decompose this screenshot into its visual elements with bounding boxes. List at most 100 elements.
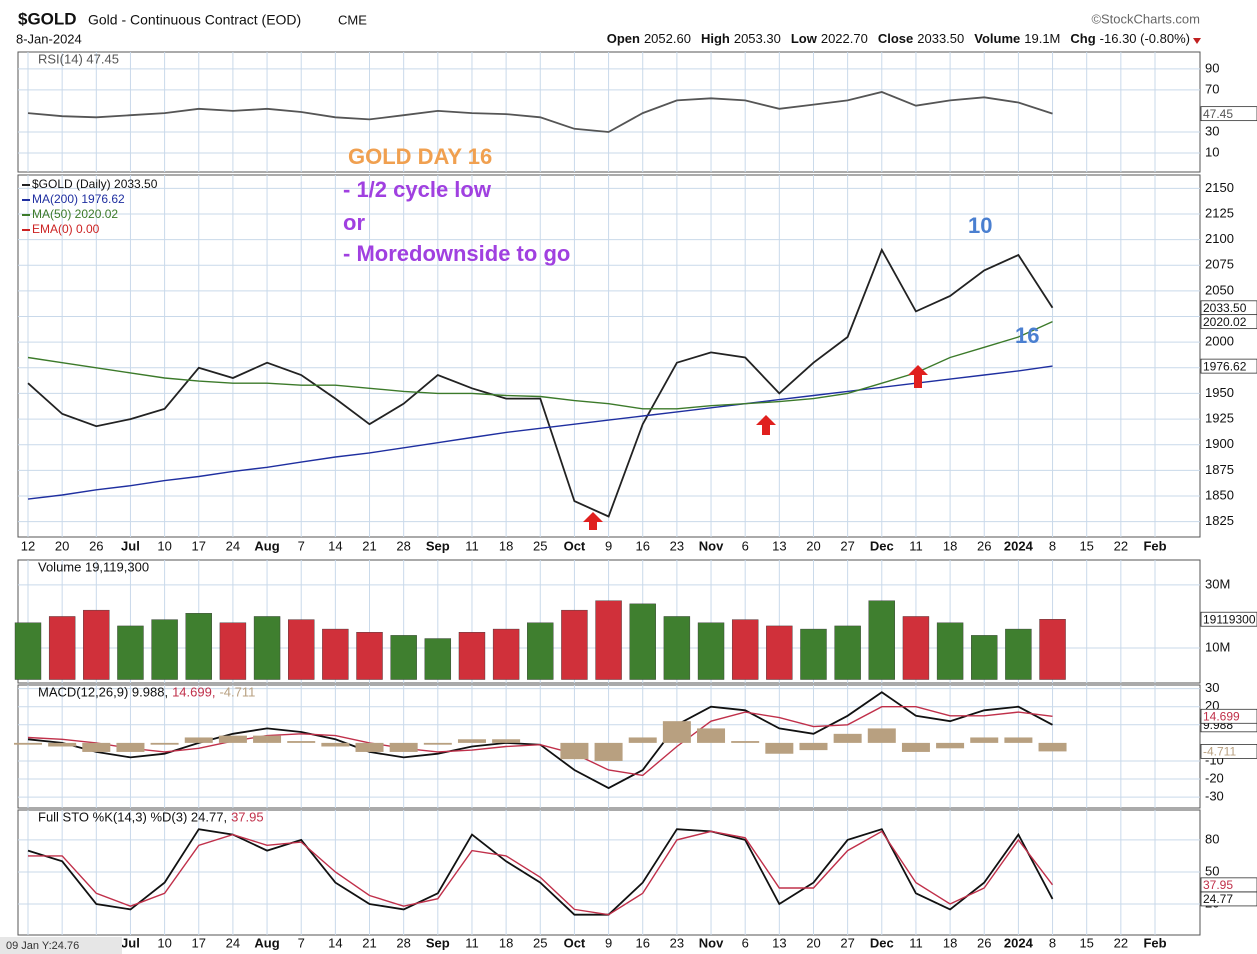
x-tick-label: 26 xyxy=(977,538,991,553)
volume-bar xyxy=(561,609,588,680)
x-tick-label: 27 xyxy=(840,935,854,950)
x-tick-label: 20 xyxy=(55,538,69,553)
series-line xyxy=(27,91,1053,133)
crosshair-box xyxy=(0,937,122,954)
histogram-bar xyxy=(321,742,350,747)
y-tick-label: 2075 xyxy=(1205,257,1234,272)
value-box-label: 1976.62 xyxy=(1203,359,1247,373)
histogram-bar xyxy=(833,733,862,743)
x-tick-label: 16 xyxy=(635,538,649,553)
x-tick-label: 18 xyxy=(943,538,957,553)
quote-value: 2022.70 xyxy=(821,31,868,46)
x-tick-label: Feb xyxy=(1143,538,1166,553)
histogram-bar xyxy=(150,742,179,745)
x-tick-label: Jul xyxy=(121,935,140,950)
volume-bar xyxy=(356,632,383,680)
x-tick-label: 6 xyxy=(742,935,749,950)
quote-value: 2052.60 xyxy=(644,31,691,46)
arrow xyxy=(583,512,603,530)
volume-bar xyxy=(117,625,144,680)
volume-bar xyxy=(219,622,247,680)
legend-entry: -4.711 xyxy=(219,684,255,699)
exchange: CME xyxy=(338,12,367,27)
volume-bar xyxy=(902,616,930,680)
volume-bar xyxy=(800,628,827,680)
annotation: - 1/2 cycle low xyxy=(343,177,492,202)
instrument-name: Gold - Continuous Contract (EOD) xyxy=(88,12,301,28)
y-tick-label: 2125 xyxy=(1205,205,1234,220)
x-tick-label: 11 xyxy=(909,538,923,553)
x-tick-label: Sep xyxy=(426,935,450,950)
histogram-bar xyxy=(628,737,657,743)
x-tick-label: Dec xyxy=(870,935,894,950)
histogram-bar xyxy=(662,721,691,743)
quote-value: 19.1M xyxy=(1024,31,1060,46)
y-tick-label: 30 xyxy=(1205,123,1219,138)
legend-entry: MA(50) 2020.02 xyxy=(32,207,118,221)
y-tick-label: 1875 xyxy=(1205,462,1234,477)
histogram-bar xyxy=(765,742,794,754)
legend-entry: 37.95 xyxy=(231,809,264,824)
histogram-bar xyxy=(389,742,418,752)
x-tick-label: Oct xyxy=(564,538,586,553)
value-box-label: 2033.50 xyxy=(1203,301,1247,315)
x-tick-label: 17 xyxy=(192,538,206,553)
x-tick-label: 20 xyxy=(806,538,820,553)
x-tick-label: 6 xyxy=(742,538,749,553)
x-tick-label: 26 xyxy=(89,538,103,553)
x-tick-label: 28 xyxy=(396,538,410,553)
value-box-label: 2020.02 xyxy=(1203,315,1247,329)
histogram-bar xyxy=(457,739,486,743)
x-tick-label: 11 xyxy=(465,935,479,950)
histogram-bar xyxy=(901,742,930,752)
volume-bar xyxy=(492,628,520,680)
annotation: - Moredownside to go xyxy=(343,241,570,266)
x-tick-label: 18 xyxy=(499,935,513,950)
x-tick-label: Aug xyxy=(254,538,279,553)
volume-bar xyxy=(390,635,417,680)
x-tick-label: 9 xyxy=(605,935,612,950)
legend-entry: MACD(12,26,9) 9.988, xyxy=(38,684,168,699)
x-tick-label: 7 xyxy=(298,538,305,553)
y-tick-label: 50 xyxy=(1205,863,1219,878)
x-tick-label: Aug xyxy=(254,935,279,950)
down-arrow xyxy=(1193,38,1201,44)
quote-value: 2033.50 xyxy=(917,31,964,46)
x-tick-label: 18 xyxy=(499,538,513,553)
histogram-bar xyxy=(492,739,521,743)
legend-entry: EMA(0) 0.00 xyxy=(32,222,100,236)
series-line xyxy=(28,830,1054,916)
value-box xyxy=(1200,877,1257,893)
x-tick-label: 22 xyxy=(1114,538,1128,553)
series-line xyxy=(27,706,1053,777)
quote-label: High xyxy=(701,31,730,46)
arrow xyxy=(756,415,776,435)
volume-bar xyxy=(1005,628,1032,680)
volume-bar xyxy=(971,635,998,680)
y-tick-label: -20 xyxy=(1205,770,1224,785)
x-tick-label: 7 xyxy=(298,935,305,950)
annotation: 10 xyxy=(968,213,992,238)
x-tick-label: Nov xyxy=(699,538,724,553)
volume-bar xyxy=(697,622,725,680)
quote-label: Open xyxy=(607,31,640,46)
annotation: GOLD DAY 16 xyxy=(348,144,492,169)
volume-bar xyxy=(185,613,212,680)
legend-entry: RSI(14) 47.45 xyxy=(38,51,119,66)
x-tick-label: 24 xyxy=(226,935,240,950)
quote-label: Low xyxy=(791,31,818,46)
x-tick-label: 25 xyxy=(533,935,547,950)
volume-bar xyxy=(629,603,656,680)
cycle-arrows xyxy=(583,365,928,530)
value-box-label: 24.77 xyxy=(1203,892,1233,906)
x-tick-label: 23 xyxy=(670,935,684,950)
y-tick-label: 80 xyxy=(1205,831,1219,846)
value-box-label: 19119300 xyxy=(1203,612,1256,626)
y-tick-label: 70 xyxy=(1205,81,1219,96)
x-tick-label: 8 xyxy=(1049,538,1056,553)
x-tick-label: 10 xyxy=(157,538,171,553)
histogram-bar xyxy=(14,742,42,745)
date: 8-Jan-2024 xyxy=(16,31,82,46)
histogram-bar xyxy=(423,742,452,745)
